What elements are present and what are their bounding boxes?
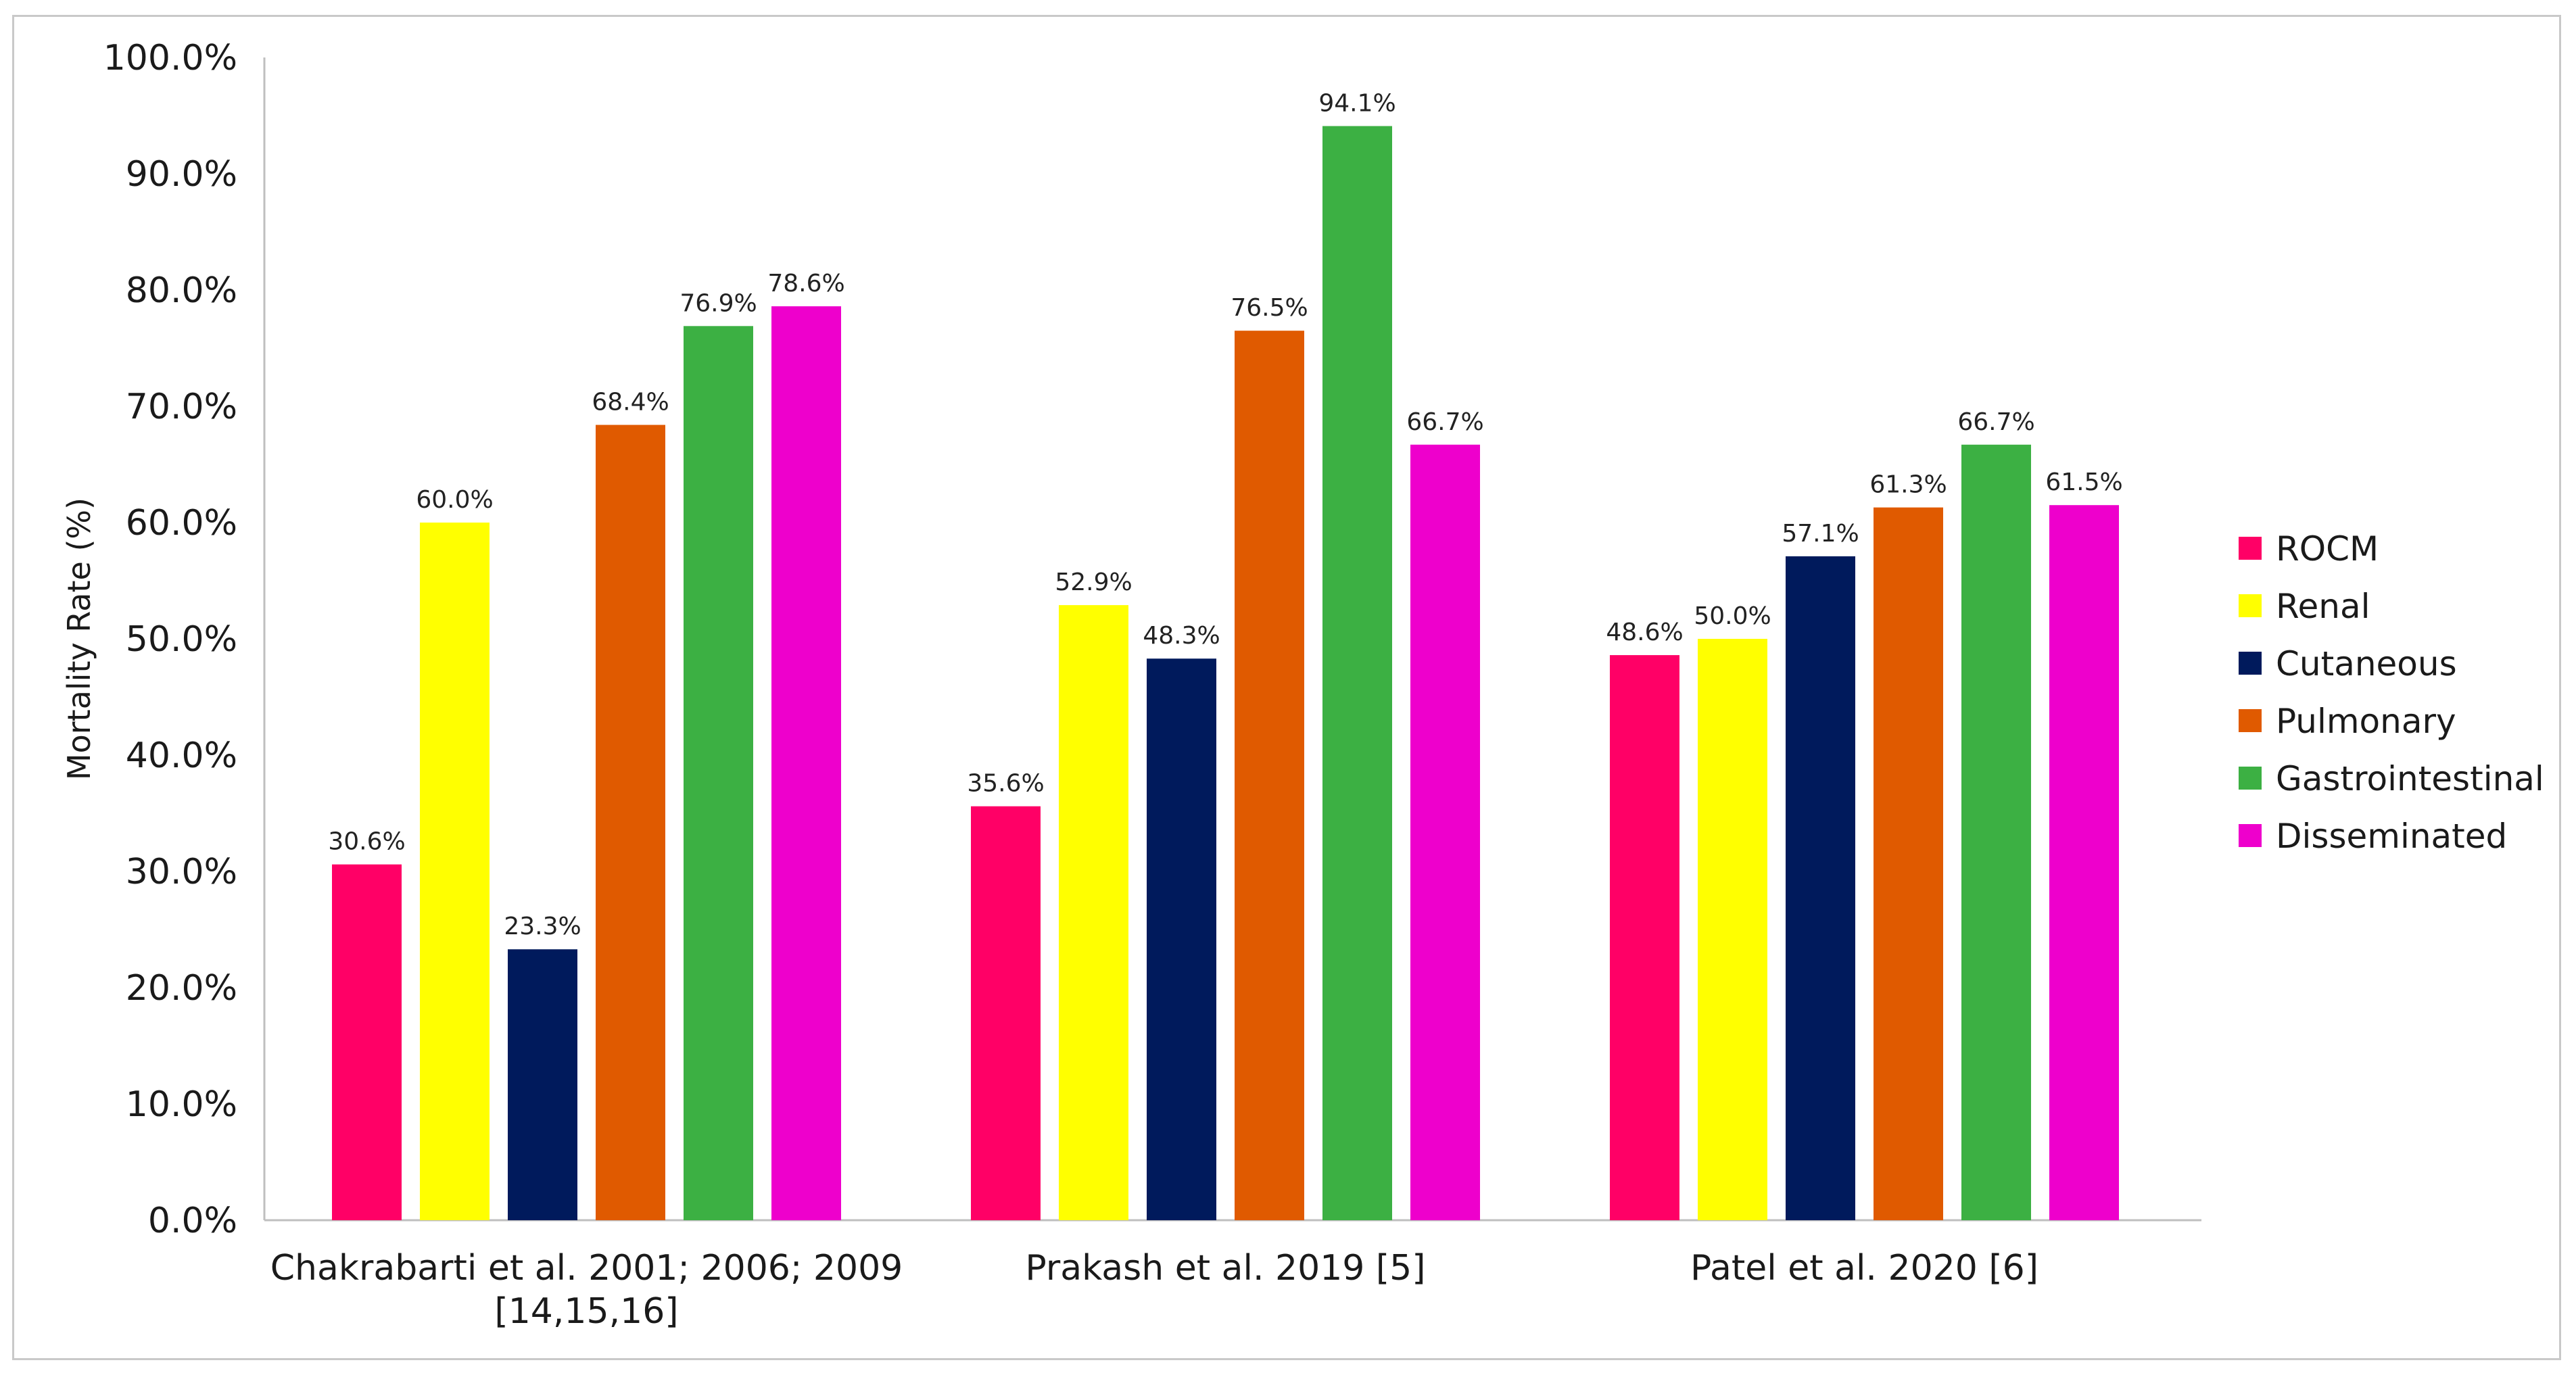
y-tick-label: 90.0%: [126, 154, 237, 195]
bar-rocm-2: [971, 806, 1041, 1220]
bar-pulmonary-1: [596, 425, 665, 1220]
bar-gastrointestinal-1: [684, 326, 753, 1220]
y-tick-label: 20.0%: [126, 968, 237, 1009]
bar-renal-2: [1059, 605, 1128, 1220]
legend-swatch-renal: [2239, 594, 2262, 617]
data-label: 68.4%: [592, 389, 669, 416]
data-label: 52.9%: [1055, 569, 1132, 596]
y-axis-label: Mortality Rate (%): [61, 498, 97, 780]
bar-renal-3: [1698, 639, 1767, 1220]
bar-gastrointestinal-2: [1322, 126, 1392, 1221]
bar-cutaneous-2: [1147, 658, 1216, 1220]
legend-label-renal: Renal: [2276, 587, 2370, 626]
x-category-label: Prakash et al. 2019 [5]: [1025, 1248, 1425, 1288]
data-label: 66.7%: [1957, 408, 2034, 436]
y-tick-label: 40.0%: [126, 736, 237, 776]
data-label: 35.6%: [967, 770, 1044, 798]
data-label: 48.6%: [1606, 619, 1683, 646]
chart-frame: 0.0% 10.0% 20.0% 30.0% 40.0% 50.0% 60.0% 70.0% 8…: [12, 15, 2561, 1360]
legend-swatch-disseminated: [2239, 824, 2262, 847]
data-label: 66.7%: [1406, 408, 1483, 436]
data-label: 60.0%: [416, 486, 493, 514]
data-label: 76.5%: [1231, 294, 1308, 322]
data-label: 61.5%: [2045, 468, 2122, 496]
bar-rocm-1: [332, 864, 402, 1220]
y-tick-label: 50.0%: [126, 619, 237, 660]
bar-gastrointestinal-3: [1961, 444, 2031, 1220]
data-label: 23.3%: [504, 913, 581, 940]
data-label: 50.0%: [1694, 602, 1771, 630]
y-tick-label: 70.0%: [126, 387, 237, 427]
y-tick-label: 0.0%: [148, 1201, 237, 1241]
bar-pulmonary-2: [1235, 331, 1304, 1221]
data-label: 61.3%: [1869, 471, 1947, 499]
bar-rocm-3: [1610, 655, 1679, 1220]
x-category-label: Chakrabarti et al. 2001; 2006; 2009: [270, 1248, 903, 1288]
data-label: 30.6%: [328, 828, 405, 856]
x-category-label: Patel et al. 2020 [6]: [1690, 1248, 2038, 1288]
bar-cutaneous-1: [508, 949, 577, 1220]
data-label: 48.3%: [1143, 622, 1220, 650]
data-label: 94.1%: [1318, 89, 1396, 117]
legend-label-disseminated: Disseminated: [2276, 817, 2507, 856]
legend-swatch-cutaneous: [2239, 652, 2262, 675]
legend-label-cutaneous: Cutaneous: [2276, 644, 2457, 683]
bar-disseminated-3: [2049, 505, 2119, 1221]
bar-pulmonary-3: [1874, 507, 1943, 1220]
legend-swatch-rocm: [2239, 537, 2262, 560]
x-category-label: [14,15,16]: [494, 1291, 678, 1332]
legend-swatch-pulmonary: [2239, 709, 2262, 732]
bar-disseminated-1: [771, 306, 841, 1221]
legend-swatch-gastrointestinal: [2239, 767, 2262, 790]
data-label: 78.6%: [767, 270, 844, 297]
bar-disseminated-2: [1410, 444, 1480, 1220]
y-tick-label: 10.0%: [126, 1084, 237, 1125]
data-label: 57.1%: [1782, 520, 1859, 548]
data-label: 76.9%: [679, 289, 757, 317]
mortality-bar-chart: 0.0% 10.0% 20.0% 30.0% 40.0% 50.0% 60.0% 70.0% 8…: [61, 38, 2544, 1332]
bar-cutaneous-3: [1786, 556, 1855, 1220]
bar-renal-1: [420, 523, 490, 1220]
y-tick-label: 60.0%: [126, 503, 237, 544]
legend-label-rocm: ROCM: [2276, 529, 2379, 569]
legend-label-pulmonary: Pulmonary: [2276, 702, 2456, 741]
y-tick-label: 80.0%: [126, 270, 237, 311]
y-tick-label: 100.0%: [103, 38, 237, 78]
legend-label-gastrointestinal: Gastrointestinal: [2276, 759, 2544, 798]
y-tick-label: 30.0%: [126, 852, 237, 892]
